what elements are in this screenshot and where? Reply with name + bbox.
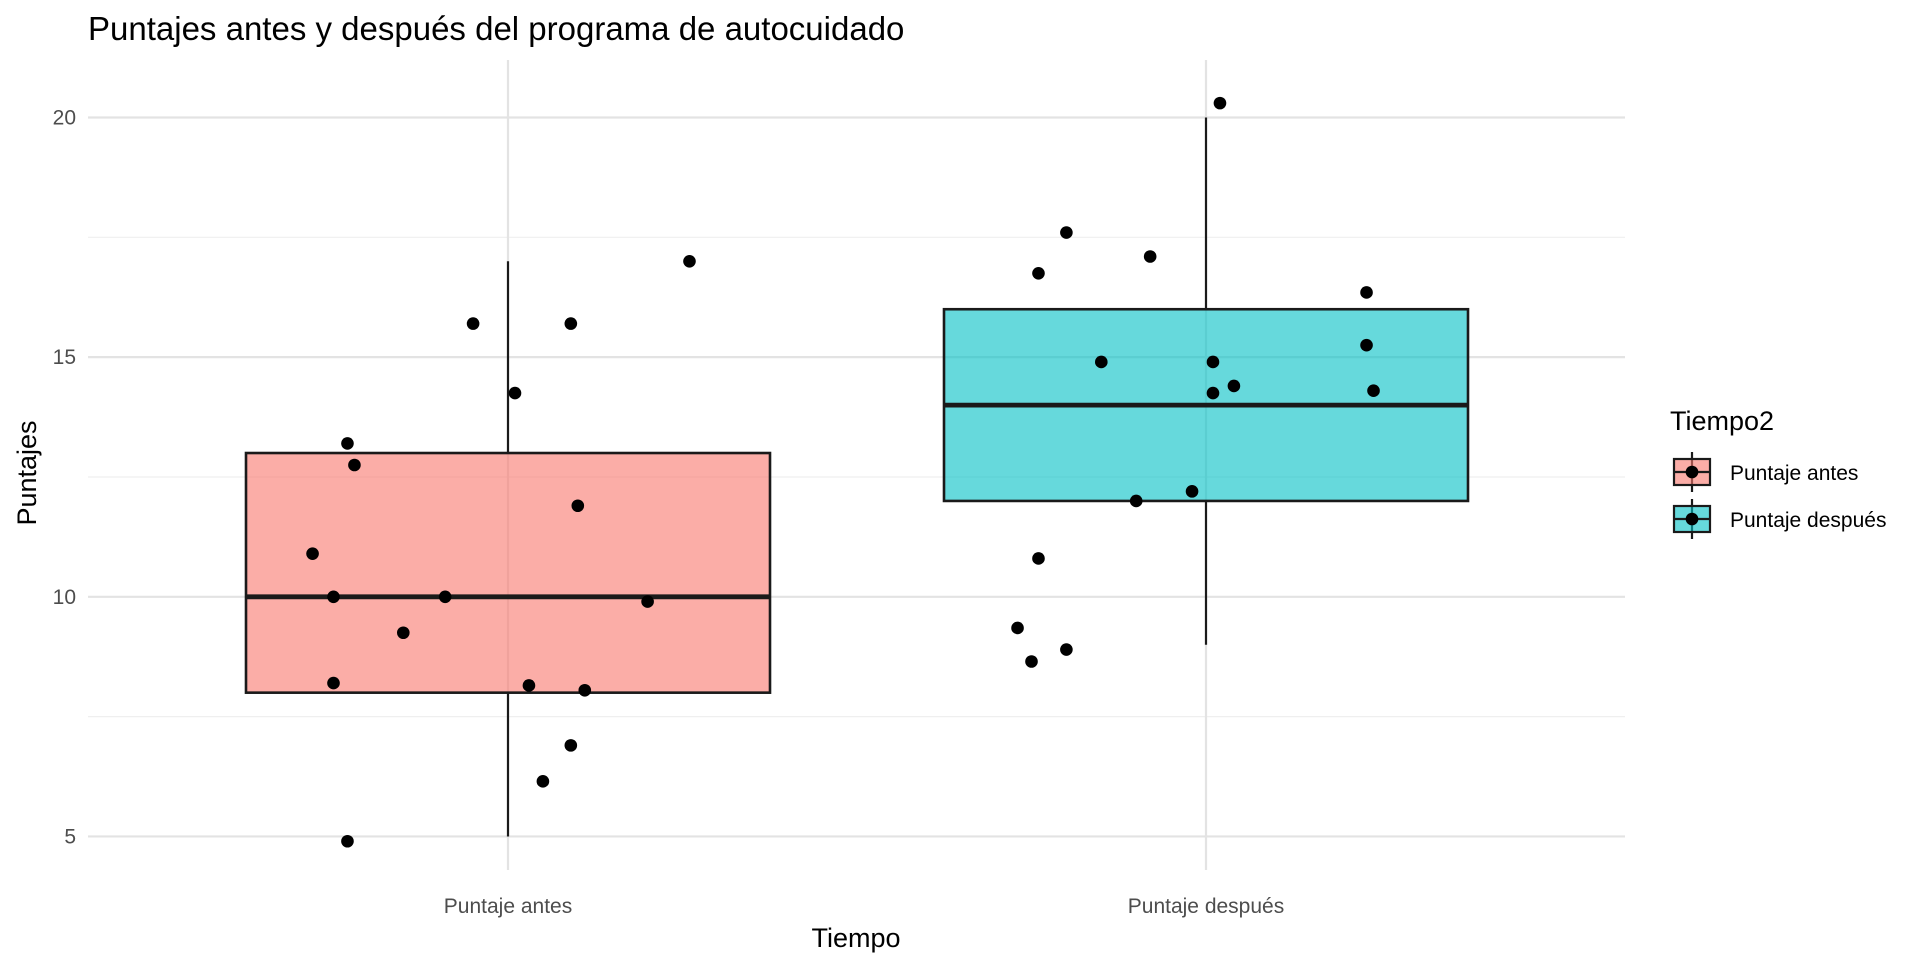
x-axis-title: Tiempo: [811, 923, 900, 953]
box-despues: [942, 117, 1470, 645]
legend-entries: Puntaje antes Puntaje después: [1672, 452, 1886, 539]
data-point: [1025, 655, 1038, 668]
data-point: [683, 255, 696, 268]
y-tick-label: 20: [53, 107, 76, 130]
data-point: [1095, 355, 1108, 369]
data-point: [327, 590, 340, 604]
data-point: [1213, 96, 1227, 110]
data-point: [1060, 226, 1073, 239]
data-point: [1360, 286, 1373, 299]
data-point: [1227, 379, 1241, 393]
data-point: [341, 437, 354, 450]
data-point: [536, 775, 550, 788]
data-point: [1011, 621, 1024, 635]
box-layer: [244, 117, 1470, 837]
legend-entry: Puntaje antes: [1672, 452, 1858, 492]
data-point: [571, 499, 585, 513]
data-point: [564, 739, 578, 752]
legend-label: Puntaje después: [1730, 509, 1886, 532]
legend: Tiempo2 Puntaje antes Puntaje después: [1670, 406, 1886, 539]
data-point: [1367, 384, 1380, 398]
x-tick-label: Puntaje después: [1128, 895, 1284, 918]
data-point: [1206, 355, 1220, 369]
legend-point: [1685, 465, 1699, 479]
y-tick-label: 10: [53, 586, 76, 609]
data-point: [641, 595, 654, 608]
legend-title: Tiempo2: [1670, 406, 1774, 436]
data-point: [438, 590, 452, 604]
data-point: [508, 386, 522, 400]
data-point: [306, 547, 319, 560]
axis-ticks: 5 10 15 20 Puntaje antes Puntaje después: [53, 107, 1285, 918]
data-point: [1129, 494, 1143, 508]
y-axis-title: Puntajes: [12, 420, 42, 525]
data-point: [1185, 485, 1199, 498]
data-point: [348, 458, 361, 472]
box-iqr: [244, 451, 772, 694]
data-point: [1032, 552, 1045, 565]
chart-title: Puntajes antes y después del programa de…: [88, 10, 904, 47]
data-point: [1143, 250, 1157, 263]
legend-point: [1685, 512, 1699, 526]
data-point: [1206, 386, 1220, 400]
legend-entry: Puntaje después: [1672, 499, 1886, 539]
box-antes: [244, 261, 772, 837]
legend-label: Puntaje antes: [1730, 462, 1858, 485]
data-point: [466, 317, 480, 330]
data-point: [1360, 338, 1373, 352]
data-point: [327, 676, 340, 690]
data-point: [341, 834, 354, 848]
data-point: [522, 679, 536, 692]
data-point: [1060, 643, 1073, 656]
y-tick-label: 5: [64, 825, 76, 848]
data-point: [397, 626, 410, 640]
data-point: [578, 683, 592, 697]
data-point: [1032, 266, 1045, 280]
y-tick-label: 15: [53, 346, 76, 369]
data-point: [564, 317, 578, 330]
data-points: [306, 96, 1380, 848]
x-tick-label: Puntaje antes: [444, 895, 572, 918]
